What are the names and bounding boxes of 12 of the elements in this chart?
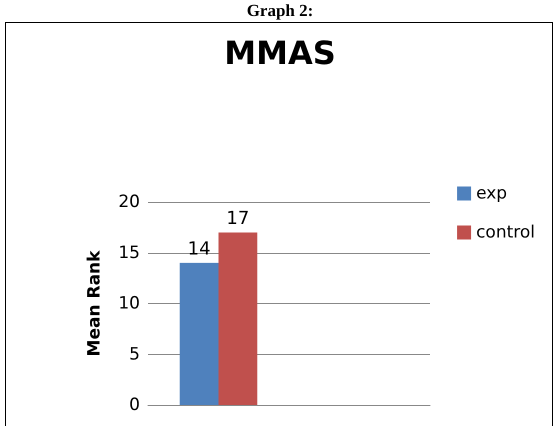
y-tick-label: 15 bbox=[118, 242, 140, 263]
y-tick-label: 5 bbox=[129, 344, 140, 364]
y-axis-title: Mean Rank bbox=[84, 250, 104, 356]
chart-title: MMAS bbox=[224, 34, 336, 72]
legend-label: control bbox=[476, 222, 536, 242]
data-label: 17 bbox=[226, 208, 250, 229]
legend-label: exp bbox=[476, 184, 508, 204]
y-tick-label: 20 bbox=[118, 192, 140, 212]
data-label: 14 bbox=[188, 238, 211, 260]
caption: Graph 2: bbox=[246, 0, 314, 22]
y-tick-label: 0 bbox=[129, 395, 140, 415]
y-tick-label: 10 bbox=[118, 294, 140, 314]
